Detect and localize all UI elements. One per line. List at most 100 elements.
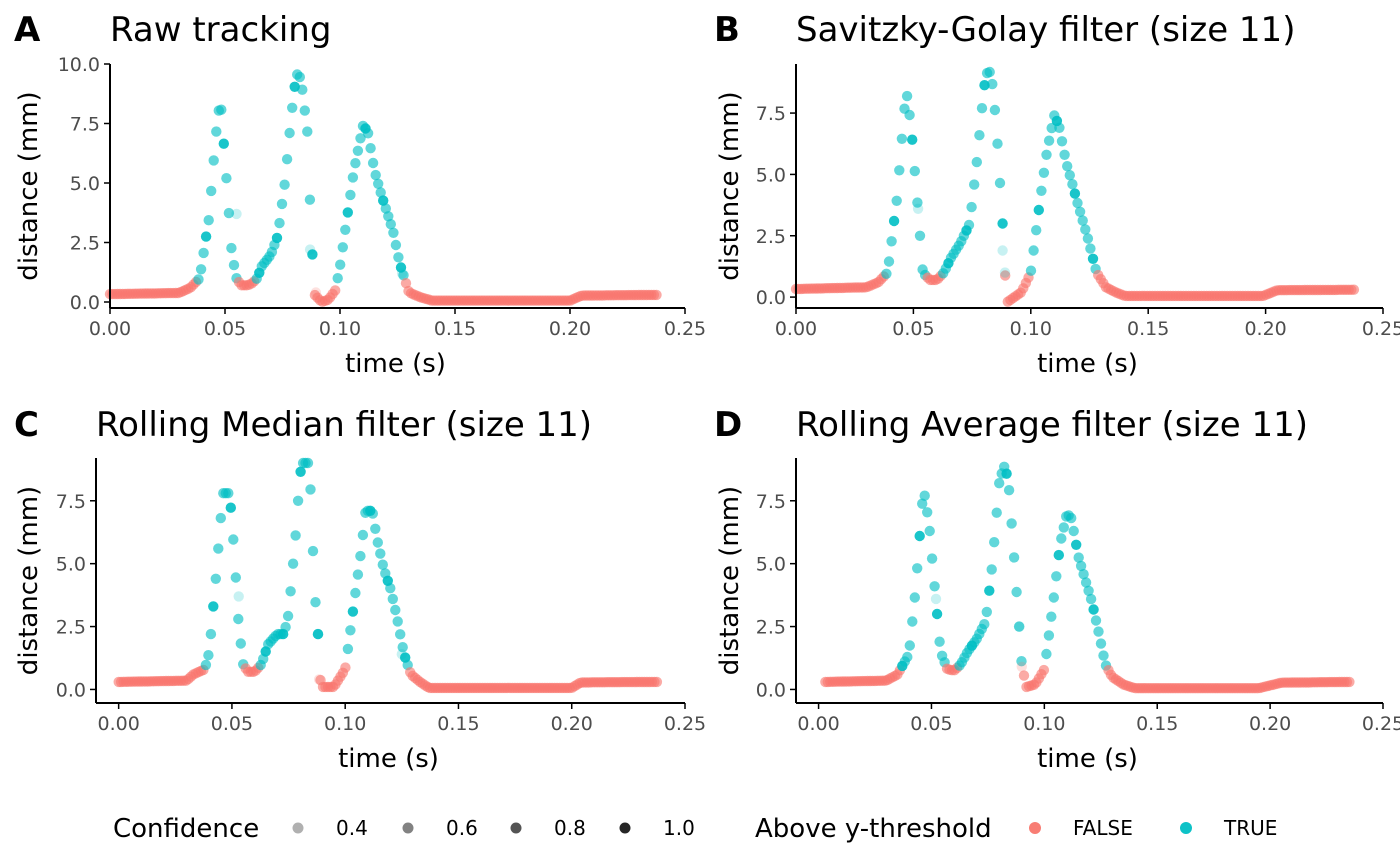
confidence-legend-label: 0.4 bbox=[336, 816, 368, 840]
data-point bbox=[347, 172, 359, 183]
data-points-B bbox=[790, 66, 1360, 307]
x-tick-label: 0.10 bbox=[324, 713, 366, 735]
panel-tag: C bbox=[14, 405, 39, 445]
data-point bbox=[350, 158, 361, 169]
y-tick-label: 0.0 bbox=[56, 679, 86, 701]
data-point bbox=[375, 187, 386, 198]
data-point bbox=[305, 484, 316, 495]
y-tick-label: 7.5 bbox=[56, 491, 86, 513]
x-tick-label: 0.05 bbox=[892, 318, 934, 340]
data-point bbox=[997, 218, 1008, 229]
data-point-low-confidence bbox=[233, 591, 244, 602]
data-point bbox=[924, 525, 935, 537]
data-point bbox=[1071, 539, 1082, 550]
x-tick-label: 0.15 bbox=[437, 713, 479, 735]
y-tick-label: 7.5 bbox=[756, 103, 786, 125]
data-point bbox=[963, 219, 975, 231]
data-point bbox=[228, 534, 239, 545]
data-points-D bbox=[820, 461, 1355, 694]
x-tick-label: 0.25 bbox=[1362, 713, 1400, 735]
data-point bbox=[1080, 577, 1092, 588]
x-tick-label: 0.05 bbox=[204, 318, 246, 340]
data-point bbox=[370, 523, 381, 534]
confidence-legend-key bbox=[510, 822, 522, 834]
x-tick-label: 0.00 bbox=[797, 713, 839, 735]
data-point bbox=[367, 157, 379, 169]
data-point bbox=[290, 530, 301, 541]
data-point bbox=[226, 242, 237, 254]
data-point bbox=[292, 495, 304, 506]
data-point bbox=[378, 195, 389, 206]
data-point bbox=[991, 507, 1002, 518]
data-point bbox=[390, 604, 401, 616]
y-tick-label: 5.0 bbox=[56, 554, 86, 576]
data-point bbox=[330, 285, 341, 296]
data-point bbox=[342, 207, 353, 218]
data-point bbox=[1036, 185, 1047, 196]
data-point bbox=[1006, 518, 1017, 529]
data-point bbox=[393, 252, 404, 263]
data-point bbox=[1041, 648, 1052, 660]
data-point bbox=[1069, 188, 1081, 199]
data-point bbox=[1008, 552, 1020, 563]
data-point bbox=[902, 651, 913, 663]
data-point bbox=[279, 179, 290, 190]
data-point bbox=[373, 178, 384, 189]
data-point bbox=[1013, 621, 1025, 632]
y-tick-label: 0.0 bbox=[756, 287, 786, 309]
data-point bbox=[225, 502, 236, 513]
data-point bbox=[335, 259, 346, 270]
data-point bbox=[651, 289, 662, 301]
data-point bbox=[345, 189, 356, 201]
data-point bbox=[886, 236, 897, 247]
y-tick-label: 5.0 bbox=[70, 173, 100, 195]
data-point bbox=[989, 537, 1000, 548]
data-point bbox=[299, 105, 310, 116]
data-point bbox=[350, 587, 361, 599]
data-point bbox=[235, 638, 246, 649]
data-point-low-confidence bbox=[313, 674, 325, 685]
data-point bbox=[1059, 149, 1070, 160]
data-point bbox=[352, 569, 364, 580]
data-point bbox=[909, 165, 920, 177]
data-point bbox=[971, 156, 982, 168]
y-tick-label: 2.5 bbox=[56, 617, 86, 639]
data-point bbox=[200, 231, 212, 242]
data-point bbox=[304, 194, 316, 205]
data-point bbox=[355, 550, 366, 562]
data-point bbox=[1085, 593, 1097, 605]
data-point bbox=[1077, 215, 1088, 226]
data-point bbox=[1080, 224, 1091, 235]
data-point bbox=[1088, 604, 1099, 615]
data-point bbox=[931, 608, 943, 620]
data-point bbox=[400, 278, 412, 289]
data-point bbox=[651, 676, 663, 688]
data-point bbox=[230, 572, 241, 583]
panel-C: 0.00 0.05 0.10 0.15 0.20 0.25 0.0 2.5 5.0 7.5 C Rol… bbox=[14, 405, 706, 774]
data-point bbox=[1090, 615, 1102, 626]
data-point bbox=[1038, 664, 1050, 676]
confidence-legend-key bbox=[619, 822, 631, 834]
x-tick-label: 0.10 bbox=[1010, 318, 1052, 340]
data-point bbox=[904, 109, 915, 121]
legend: Confidence 0.4 0.6 0.8 1.0 Above y-threshold F… bbox=[113, 814, 1277, 844]
data-point bbox=[307, 249, 318, 260]
data-point bbox=[1043, 135, 1055, 146]
data-point bbox=[912, 563, 923, 574]
data-point bbox=[233, 613, 244, 625]
data-point bbox=[388, 227, 399, 238]
data-point bbox=[1000, 270, 1011, 281]
data-point bbox=[979, 619, 990, 630]
confidence-legend-label: 0.6 bbox=[446, 816, 478, 840]
data-point bbox=[390, 239, 402, 251]
data-point bbox=[332, 273, 343, 284]
data-point bbox=[888, 215, 900, 227]
x-tick-label: 0.20 bbox=[1249, 713, 1291, 735]
data-point bbox=[307, 545, 319, 557]
data-point bbox=[285, 586, 296, 597]
data-point bbox=[385, 219, 396, 230]
data-point bbox=[387, 593, 398, 605]
x-tick-label: 0.25 bbox=[1362, 318, 1400, 340]
data-point bbox=[1041, 149, 1052, 160]
